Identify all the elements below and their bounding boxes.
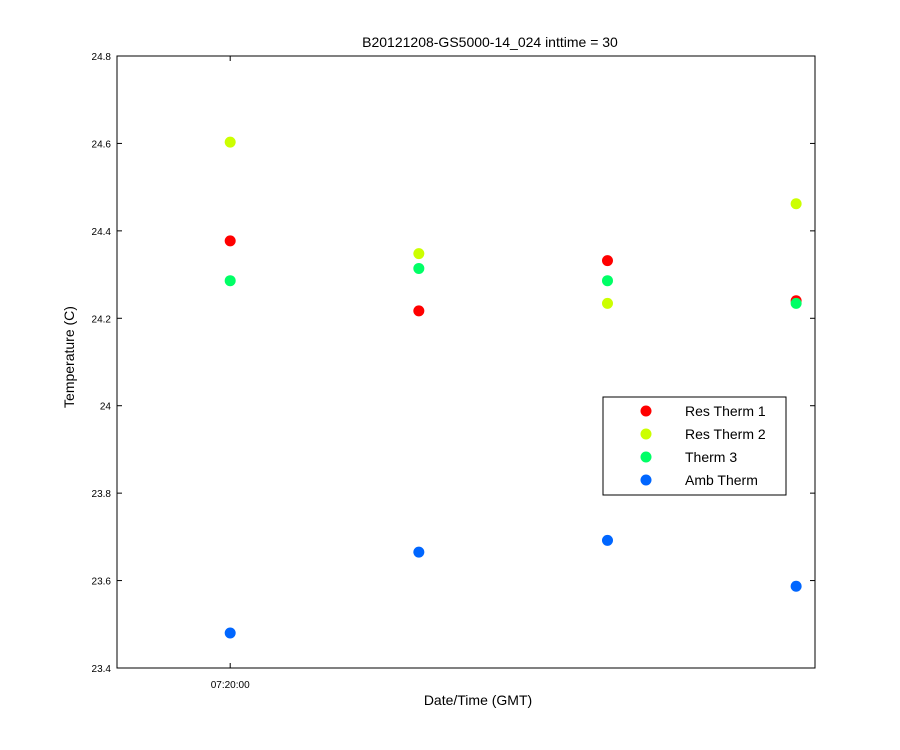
y-tick-label: 24.4 bbox=[92, 227, 112, 238]
legend-marker bbox=[640, 474, 652, 486]
data-point-res-therm-1 bbox=[413, 305, 425, 317]
y-tick-label: 24 bbox=[100, 402, 112, 413]
legend-marker bbox=[640, 428, 652, 440]
data-point-res-therm-1 bbox=[224, 235, 236, 247]
plot-area bbox=[116, 55, 816, 669]
data-point-amb-therm bbox=[790, 580, 802, 592]
data-point-res-therm-2 bbox=[601, 297, 613, 309]
y-tick-label: 24.6 bbox=[92, 139, 112, 150]
legend: Res Therm 1 Res Therm 2 Therm 3 Amb Therm bbox=[602, 396, 787, 496]
chart-title: B20121208-GS5000-14_024 inttime = 30 bbox=[362, 34, 618, 50]
legend-box bbox=[602, 396, 787, 496]
legend-marker bbox=[640, 405, 652, 417]
data-points bbox=[224, 136, 802, 639]
y-tick-label: 23.4 bbox=[92, 664, 112, 675]
y-tick-label: 23.8 bbox=[92, 489, 112, 500]
y-tick-label: 23.6 bbox=[92, 577, 112, 588]
y-axis-label: Temperature (C) bbox=[61, 306, 77, 408]
legend-label: Therm 3 bbox=[685, 449, 737, 465]
legend-label: Res Therm 1 bbox=[685, 403, 766, 419]
data-point-res-therm-2 bbox=[413, 248, 425, 260]
data-point-therm-3 bbox=[413, 262, 425, 274]
data-point-amb-therm bbox=[413, 546, 425, 558]
x-axis: 07:20:00 bbox=[211, 56, 250, 691]
data-point-res-therm-2 bbox=[224, 136, 236, 148]
data-point-therm-3 bbox=[790, 297, 802, 309]
legend-label: Amb Therm bbox=[685, 472, 758, 488]
x-tick-label: 07:20:00 bbox=[211, 680, 250, 691]
x-axis-label: Date/Time (GMT) bbox=[424, 692, 532, 708]
legend-label: Res Therm 2 bbox=[685, 426, 766, 442]
data-point-therm-3 bbox=[601, 275, 613, 287]
data-point-amb-therm bbox=[224, 627, 236, 639]
y-axis: 23.4 23.6 23.8 24 24.2 24.4 24.6 24.8 bbox=[92, 52, 815, 675]
y-tick-label: 24.8 bbox=[92, 52, 112, 63]
data-point-res-therm-1 bbox=[601, 255, 613, 267]
data-point-amb-therm bbox=[601, 534, 613, 546]
data-point-res-therm-2 bbox=[790, 198, 802, 210]
legend-marker bbox=[640, 451, 652, 463]
y-tick-label: 24.2 bbox=[92, 314, 112, 325]
data-point-therm-3 bbox=[224, 275, 236, 287]
